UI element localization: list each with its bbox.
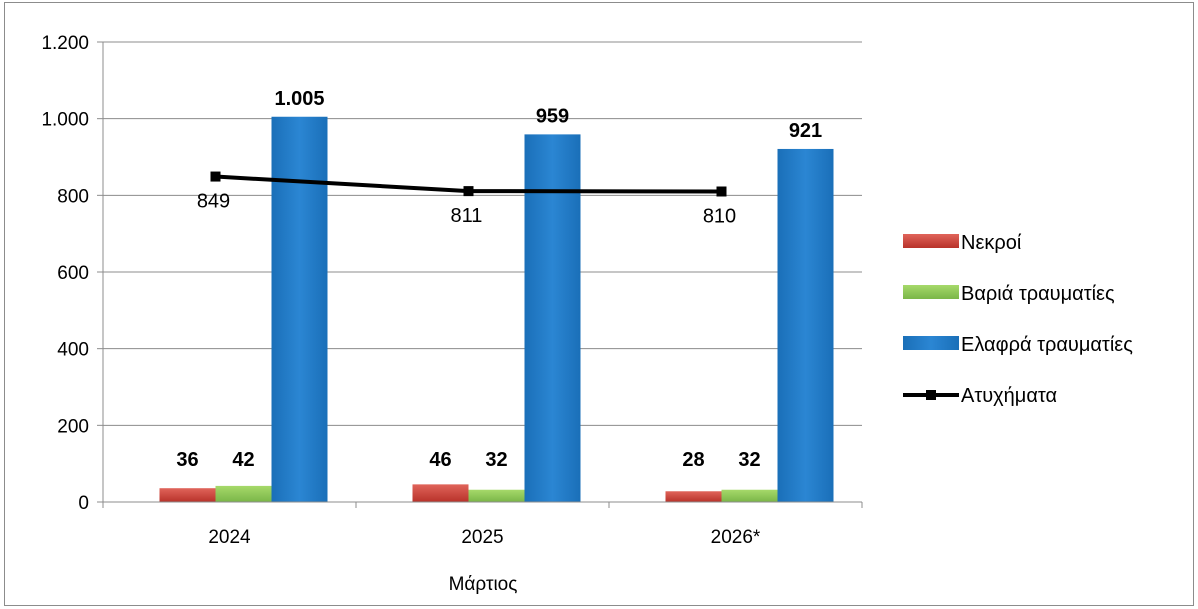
- bar-Νεκροί: [665, 491, 722, 502]
- bars: [159, 116, 834, 502]
- bar-Ελαφρά τραυματίες: [524, 134, 581, 502]
- bar-Νεκροί: [159, 488, 216, 502]
- legend-swatch: [903, 336, 959, 350]
- y-tick-label: 600: [57, 263, 89, 284]
- legend-swatch: [903, 285, 959, 299]
- bar-data-label: 46: [429, 449, 451, 471]
- bar-data-label: 28: [682, 449, 704, 471]
- line-point: [210, 171, 221, 182]
- gridlines: [103, 41, 862, 503]
- legend-label: Ελαφρά τραυματίες: [961, 334, 1133, 356]
- bar-data-label: 1.005: [274, 88, 324, 110]
- x-axis: 2024 2025 2026* Μάρτιος: [102, 501, 863, 595]
- legend: Νεκροί Βαριά τραυματίες Ελαφρά τραυματίες Α…: [903, 232, 1133, 407]
- y-axis: 0 200 400 600 800 1.000 1.200: [41, 33, 104, 514]
- line-data-label: 810: [703, 206, 736, 228]
- bar-Νεκροί: [412, 484, 469, 502]
- x-tick-label: 2026*: [711, 527, 761, 548]
- legend-label: Ατυχήματα: [961, 385, 1057, 407]
- y-tick-label: 800: [57, 186, 89, 207]
- bar-data-label: 36: [176, 449, 198, 471]
- bar-data-label: 32: [485, 449, 507, 471]
- legend-label: Νεκροί: [961, 232, 1022, 254]
- chart-frame: [4, 2, 1194, 606]
- bar-Βαριά τραυματίες: [468, 489, 525, 502]
- y-tick-label: 400: [57, 340, 89, 361]
- bar-Βαριά τραυματίες: [721, 489, 778, 502]
- x-tick-label: 2025: [461, 527, 503, 548]
- line-series: [210, 171, 727, 197]
- bar-data-label: 42: [232, 449, 254, 471]
- y-tick-label: 1.000: [41, 110, 89, 131]
- bar-Ελαφρά τραυματίες: [777, 148, 834, 502]
- bar-data-label: 921: [789, 120, 822, 142]
- legend-label: Βαριά τραυματίες: [961, 283, 1115, 305]
- legend-marker: [926, 390, 936, 400]
- y-tick-label: 0: [78, 493, 89, 514]
- x-axis-title: Μάρτιος: [449, 574, 518, 595]
- bar-Ελαφρά τραυματίες: [271, 116, 328, 502]
- line-data-label: 849: [197, 191, 230, 213]
- y-tick-label: 200: [57, 416, 89, 437]
- legend-swatch: [903, 234, 959, 248]
- bar-data-label: 959: [536, 105, 569, 127]
- x-tick-label: 2024: [208, 527, 251, 548]
- bar-data-label: 32: [738, 449, 760, 471]
- line-point: [463, 186, 474, 197]
- bar-Βαριά τραυματίες: [215, 485, 272, 502]
- line-point: [716, 186, 727, 197]
- y-tick-label: 1.200: [41, 33, 89, 54]
- line-data-label: 811: [451, 205, 483, 227]
- data-labels: 36 46 28 42 32 32 1.005 959 921 849 811 810: [176, 88, 822, 471]
